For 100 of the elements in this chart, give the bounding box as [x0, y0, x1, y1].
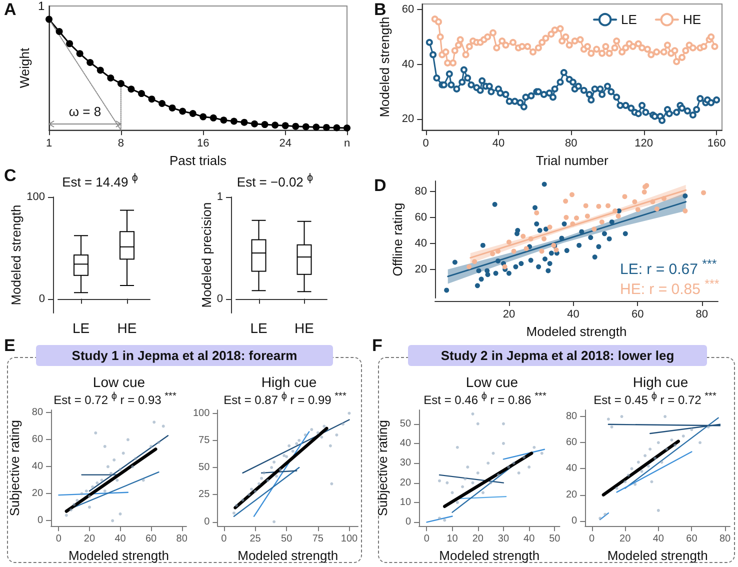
annotation: HE: r = 0.85 $^{***}$	[620, 277, 720, 298]
y-tick-label: 0	[405, 516, 412, 528]
text: B	[374, 0, 386, 19]
y-tick-label: 40	[400, 438, 412, 449]
y-tick-label: 40	[566, 463, 578, 474]
text: Est = −0.02 $^{ϕ}$	[236, 172, 314, 190]
y-tick-label: 100	[192, 408, 210, 419]
y-tick-label: 60	[566, 437, 578, 448]
y-axis-title: Modeled strength	[377, 16, 392, 118]
annotation: ω = 8	[68, 104, 102, 120]
x-tick-label: 120	[634, 138, 654, 150]
text: Study 1 in Jepma et al 2018: forearm	[36, 345, 333, 366]
x-tick-label: 60	[145, 534, 158, 545]
x-tick-label: n	[344, 138, 350, 150]
text: Est = 0.72 $^{ϕ}$ r = 0.93 $^{***}$	[52, 391, 178, 408]
y-axis-title: Offline rating	[390, 202, 405, 276]
y-tick-label: 20	[566, 489, 578, 500]
legend-label: LE	[621, 12, 638, 28]
x-tick-label: 100	[340, 534, 358, 545]
text: D	[374, 176, 386, 196]
y-tick-label: 60	[414, 211, 427, 224]
y-tick-label: 40	[32, 461, 44, 472]
y-tick-label: 20	[402, 113, 414, 126]
y-tick-label: 80	[566, 411, 578, 422]
x-tick-label: 40	[652, 534, 664, 545]
x-axis-title: Modeled strength	[68, 548, 169, 563]
y-tick-label: 80	[32, 407, 44, 418]
x-tick-label: 60	[631, 308, 644, 320]
y-tick-label: 40	[402, 58, 414, 70]
x-tick-label: 50	[281, 534, 293, 545]
text: A	[4, 0, 16, 20]
y-tick-label: 50	[400, 418, 412, 430]
x-tick-label: 20	[84, 534, 96, 545]
y-tick-label: 0	[572, 515, 578, 526]
x-tick-label: 75	[312, 534, 324, 545]
text: F	[372, 336, 382, 356]
x-tick-label: 40	[524, 534, 536, 545]
x-axis-title: Modeled strength	[238, 548, 338, 563]
text: Est = 0.46 $^{ϕ}$ r = 0.86 $^{***}$	[422, 391, 548, 408]
x-tick-label: 50	[549, 534, 561, 545]
text: E	[4, 336, 16, 356]
y-tick-label: 20	[400, 477, 412, 488]
x-tick-label: 80	[176, 534, 188, 545]
x-tick-label: 20	[620, 534, 632, 545]
text: Est = 0.87 $^{ϕ}$ r = 0.99 $^{***}$	[222, 391, 348, 408]
y-axis-title: Subjective rating	[7, 420, 22, 516]
y-tick-label: 100	[26, 191, 45, 203]
y-tick-label: 0	[204, 516, 210, 528]
x-tick-label: 60	[686, 534, 698, 545]
y-tick-label: 50	[198, 462, 210, 474]
x-tick-label: 20	[502, 308, 516, 320]
text: C	[4, 166, 16, 186]
x-axis-title: Modeled strength	[526, 324, 627, 339]
y-axis-title: Modeled strength	[8, 204, 24, 306]
text: Study 2 in Jepma et al 2018: lower leg	[408, 345, 707, 366]
y-tick-label: 20	[32, 488, 44, 500]
x-tick-label: 25	[250, 534, 262, 545]
y-tick-label: 0	[38, 292, 45, 305]
x-tick-label: LE	[250, 320, 268, 336]
chart-title: High cue	[261, 374, 317, 390]
y-tick-label: 25	[198, 489, 210, 500]
x-tick-label: 16	[197, 138, 210, 150]
x-tick-label: 80	[696, 308, 708, 320]
x-axis-title: Trial number	[536, 153, 609, 168]
x-tick-label: 80	[719, 534, 732, 545]
text: Est = 0.45 $^{ϕ}$ r = 0.72 $^{***}$	[592, 391, 718, 408]
chart-title: High cue	[632, 374, 688, 390]
chart-title: Low cue	[92, 374, 146, 390]
chart-title: Low cue	[466, 374, 518, 390]
y-tick-label: 10	[400, 496, 412, 508]
y-axis-title: Weight	[17, 48, 32, 88]
x-tick-label: 160	[707, 138, 726, 150]
x-tick-label: 20	[472, 534, 484, 545]
y-tick-label: 80	[414, 185, 427, 198]
x-axis-title: Modeled strength	[607, 548, 708, 563]
x-axis-title: Past trials	[169, 153, 228, 168]
y-tick-label: 60	[402, 3, 414, 16]
annotation: LE: r = 0.67 $^{***}$	[620, 257, 717, 278]
x-tick-label: HE	[294, 320, 314, 336]
y-tick-label: 0	[37, 515, 44, 526]
y-tick-label: 30	[400, 458, 412, 469]
x-axis-title: Modeled strength	[439, 548, 540, 563]
x-tick-label: 24	[279, 138, 292, 150]
x-tick-label: 30	[498, 534, 510, 545]
y-tick-label: 40	[414, 237, 427, 250]
y-tick-label: 75	[198, 434, 210, 446]
legend-label: HE	[682, 12, 702, 28]
x-tick-label: 0	[589, 534, 596, 545]
x-tick-label: 10	[446, 534, 458, 545]
y-axis-title: Subjective rating	[375, 420, 390, 516]
text: Est = 14.49 $^{ϕ}$	[61, 172, 139, 190]
x-tick-label: 40	[114, 534, 126, 545]
y-tick-label: 60	[32, 434, 44, 446]
y-axis-title: Modeled precision	[199, 202, 214, 308]
y-tick-label: 20	[414, 263, 427, 276]
x-tick-label: HE	[117, 320, 137, 336]
x-tick-label: LE	[72, 320, 90, 336]
x-tick-label: 0	[56, 534, 62, 545]
x-tick-label: 40	[492, 138, 505, 150]
x-tick-label: 8	[118, 138, 124, 150]
